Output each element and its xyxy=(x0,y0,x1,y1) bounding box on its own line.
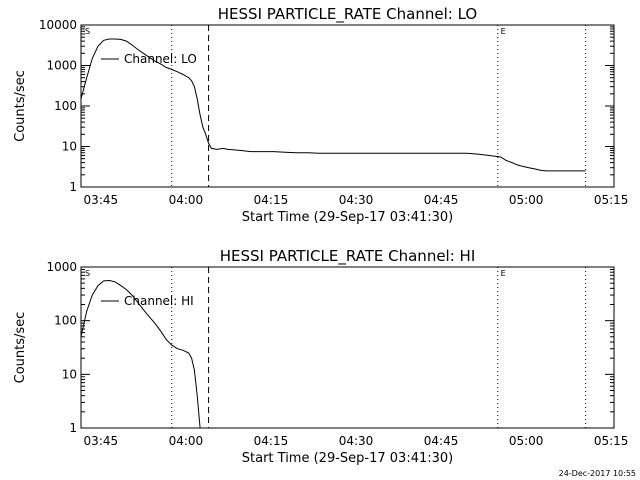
footer-timestamp: 24-Dec-2017 10:55 xyxy=(559,469,636,478)
lo-channel-panel: HESSI PARTICLE_RATE Channel: LO Start Tim… xyxy=(13,5,628,225)
x-tick-label: 04:00 xyxy=(169,434,204,448)
x-tick-label: 04:15 xyxy=(254,434,289,448)
x-tick-label: 04:45 xyxy=(424,434,459,448)
x-tick-label: 05:00 xyxy=(509,193,544,207)
legend-label: Channel: LO xyxy=(124,52,197,66)
x-tick-label: 04:45 xyxy=(424,193,459,207)
x-tick-label: 04:00 xyxy=(169,193,204,207)
y-axis-label: Counts/sec xyxy=(13,70,28,142)
y-tick-label: 10 xyxy=(62,140,77,154)
x-tick-label: 04:30 xyxy=(339,434,374,448)
y-tick-label: 10000 xyxy=(39,18,77,32)
flag-label: S xyxy=(85,27,90,36)
x-axis-label: Start Time (29-Sep-17 03:41:30) xyxy=(242,451,453,466)
x-tick-label: 04:30 xyxy=(339,193,374,207)
flag-label: E xyxy=(501,269,506,278)
x-tick-label: 03:45 xyxy=(84,434,119,448)
plot-frame xyxy=(80,266,615,429)
y-tick-label: 1000 xyxy=(46,260,77,274)
x-tick-label: 05:15 xyxy=(594,193,629,207)
series-line xyxy=(80,279,201,429)
plot-frame xyxy=(80,24,615,188)
legend-label: Channel: HI xyxy=(124,294,194,308)
x-tick-label: 04:15 xyxy=(254,193,289,207)
y-tick-label: 1 xyxy=(69,180,77,194)
y-tick-label: 1 xyxy=(69,421,77,435)
hi-channel-panel: HESSI PARTICLE_RATE Channel: HI Start Tim… xyxy=(13,247,628,466)
y-axis-label: Counts/sec xyxy=(13,312,28,384)
y-tick-label: 100 xyxy=(54,314,77,328)
flag-label: S xyxy=(85,269,90,278)
y-tick-label: 1000 xyxy=(46,59,77,73)
y-tick-label: 10 xyxy=(62,367,77,381)
x-tick-label: 05:15 xyxy=(594,434,629,448)
series-line xyxy=(80,38,586,172)
chart-title: HESSI PARTICLE_RATE Channel: HI xyxy=(220,247,476,266)
chart-title: HESSI PARTICLE_RATE Channel: LO xyxy=(218,5,477,24)
x-axis-label: Start Time (29-Sep-17 03:41:30) xyxy=(242,210,453,225)
flag-label: E xyxy=(501,27,506,36)
x-tick-label: 03:45 xyxy=(84,193,119,207)
x-tick-label: 05:00 xyxy=(509,434,544,448)
y-tick-label: 100 xyxy=(54,99,77,113)
